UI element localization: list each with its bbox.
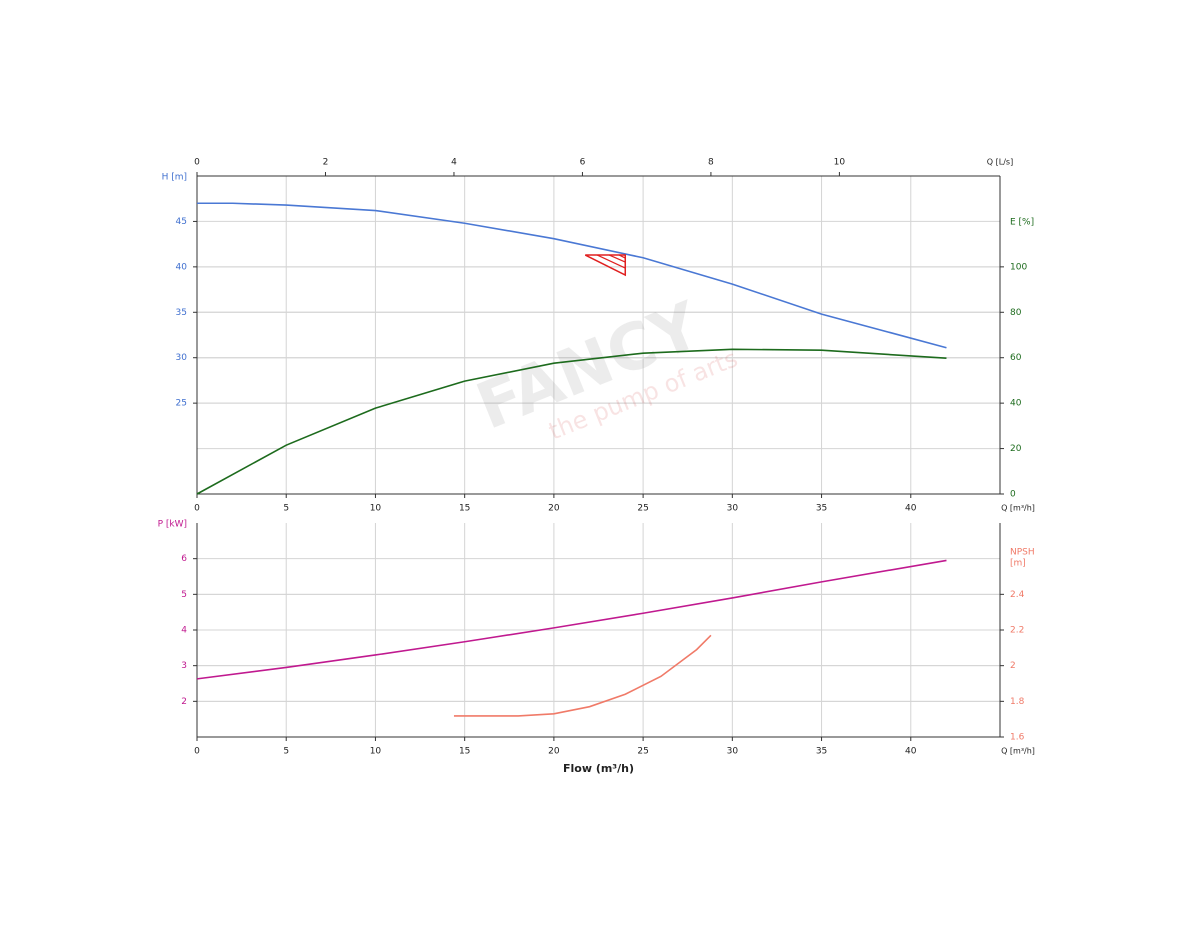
x-axis-title: Flow (m³/h) <box>563 762 634 775</box>
curve <box>196 559 947 680</box>
y2-tick-label: 40 <box>1010 399 1022 409</box>
duty-point <box>584 254 627 277</box>
x-tick-label: 10 <box>370 747 382 757</box>
x-tick-label: 25 <box>637 747 648 757</box>
y2-tick-label: 2.4 <box>1010 590 1025 600</box>
curve <box>196 348 947 495</box>
x-tick-label: 40 <box>905 747 917 757</box>
y-tick-label: 25 <box>176 399 187 409</box>
y-tick-label: 4 <box>181 626 187 636</box>
y-tick-label: 45 <box>176 217 187 227</box>
x2-tick-label: 8 <box>708 158 714 168</box>
x2-tick-label: 6 <box>580 158 586 168</box>
x2-tick-label: 2 <box>323 158 329 168</box>
x-axis-label: Q [m³/h] <box>1001 747 1035 756</box>
y2-axis-label: NPSH <box>1010 548 1035 558</box>
x-tick-label: 5 <box>283 747 289 757</box>
x-tick-label: 5 <box>283 504 289 514</box>
y-tick-label: 2 <box>181 697 187 707</box>
curve <box>197 202 947 349</box>
y2-tick-label: 60 <box>1010 353 1022 363</box>
x-tick-label: 40 <box>905 504 917 514</box>
x-tick-label: 30 <box>727 504 739 514</box>
x2-tick-label: 4 <box>451 158 457 168</box>
x-tick-label: 0 <box>194 747 200 757</box>
y2-axis-label: [m] <box>1010 559 1026 569</box>
y2-tick-label: 20 <box>1010 444 1022 454</box>
x-tick-label: 20 <box>548 504 560 514</box>
x-tick-label: 15 <box>459 747 470 757</box>
y-tick-label: 35 <box>176 308 187 318</box>
y2-tick-label: 80 <box>1010 308 1022 318</box>
x-tick-label: 25 <box>637 504 648 514</box>
x2-axis-label: Q [L/s] <box>987 158 1013 167</box>
y2-tick-label: 0 <box>1010 490 1016 500</box>
y-tick-label: 30 <box>176 353 188 363</box>
y2-tick-label: 100 <box>1010 262 1027 272</box>
y-tick-label: 40 <box>176 262 188 272</box>
y2-tick-label: 1.8 <box>1010 697 1025 707</box>
x-tick-label: 15 <box>459 504 470 514</box>
x-tick-label: 35 <box>816 504 827 514</box>
y-axis-label: H [m] <box>162 173 187 183</box>
y-axis-label: P [kW] <box>158 520 187 530</box>
x-tick-label: 0 <box>194 504 200 514</box>
y-tick-label: 5 <box>181 590 187 600</box>
x2-tick-label: 10 <box>834 158 846 168</box>
y-tick-label: 3 <box>181 661 187 671</box>
x2-tick-label: 0 <box>194 158 200 168</box>
x-tick-label: 35 <box>816 747 827 757</box>
y2-tick-label: 1.6 <box>1010 733 1025 743</box>
x-tick-label: 20 <box>548 747 560 757</box>
y2-tick-label: 2.2 <box>1010 626 1024 636</box>
y-tick-label: 6 <box>181 554 187 564</box>
curve <box>453 634 712 717</box>
x-tick-label: 30 <box>727 747 739 757</box>
x-tick-label: 10 <box>370 504 382 514</box>
x-axis-label: Q [m³/h] <box>1001 504 1035 513</box>
duty-point-hatch <box>597 254 626 269</box>
y2-tick-label: 2 <box>1010 661 1016 671</box>
y2-axis-label: E [%] <box>1010 218 1034 228</box>
